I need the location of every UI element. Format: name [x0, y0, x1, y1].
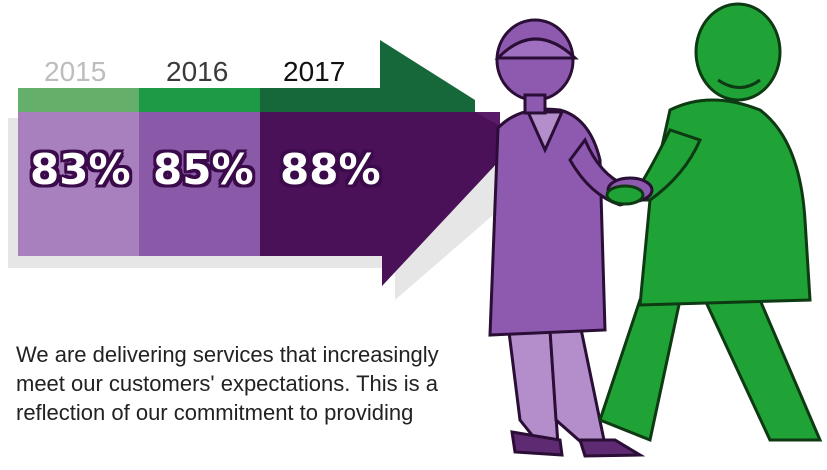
percent-2015: 83% [30, 145, 131, 194]
green-strip-2016 [139, 88, 260, 113]
bar-2017 [260, 112, 382, 256]
arrow-head-green [260, 40, 475, 112]
description-text: We are delivering services that increasi… [16, 342, 439, 425]
year-2017: 2017 [283, 56, 346, 87]
year-2015: 2015 [44, 56, 107, 87]
bar-2016 [139, 112, 260, 256]
bar-2015 [18, 112, 139, 256]
arrow-head-purple-main [382, 112, 500, 286]
year-2016: 2016 [166, 56, 229, 87]
percent-2016: 85% [153, 145, 254, 194]
percent-2017: 88% [280, 145, 381, 194]
handshake-icon [605, 176, 654, 206]
green-person-icon [598, 2, 823, 443]
businesswoman-icon [488, 18, 646, 458]
green-strip-2015 [18, 88, 139, 113]
